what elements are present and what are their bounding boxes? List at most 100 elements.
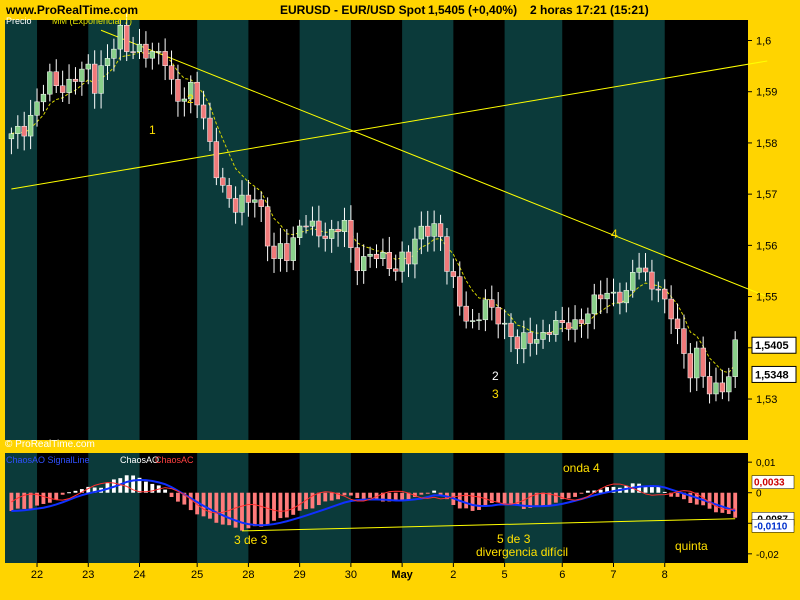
- candle-body: [437, 223, 444, 237]
- oscillator-bar: [579, 492, 584, 494]
- osc-label-5de3: 5 de 3: [497, 532, 531, 546]
- date-tick-label: 6: [559, 569, 565, 581]
- oscillator-bar: [406, 492, 411, 501]
- candle-body: [143, 43, 149, 59]
- candle-body: [674, 318, 681, 329]
- oscillator-bar: [509, 492, 513, 505]
- candle-body: [610, 291, 617, 294]
- candle-body: [213, 141, 220, 179]
- oscillator-bar: [553, 492, 558, 503]
- oscillator-bar: [9, 492, 14, 512]
- oscillator-bar: [54, 492, 59, 500]
- header-instrument: EURUSD - EUR/USD Spot: [280, 3, 426, 17]
- price-tick-label: 1,55: [756, 292, 777, 304]
- candle-body: [412, 238, 418, 265]
- candle-body: [335, 228, 341, 232]
- candle-body: [194, 81, 200, 106]
- oscillator-bar: [220, 492, 225, 525]
- oscillator-bar: [240, 492, 244, 531]
- price-band: [613, 20, 665, 440]
- candle-body: [495, 307, 501, 325]
- candle-body: [303, 225, 309, 228]
- legend-precio: Precio: [6, 16, 32, 26]
- oscillator-bar: [393, 492, 398, 501]
- candle-body: [226, 185, 232, 199]
- candle-body: [373, 253, 380, 259]
- osc-tick-label: 0: [756, 489, 762, 500]
- oscillator-bar: [470, 492, 475, 511]
- oscillator-bar: [688, 492, 693, 503]
- oscillator-bar: [355, 492, 360, 499]
- candle-body: [399, 251, 405, 272]
- candle-body: [597, 294, 604, 300]
- candle-body: [623, 290, 629, 304]
- osc-tick-label: 0,01: [756, 458, 776, 469]
- oscillator-bar: [323, 492, 328, 502]
- candle-body: [431, 223, 437, 237]
- oscillator-bar: [585, 490, 590, 493]
- candle-body: [662, 288, 668, 300]
- wave-label-2b: 2: [492, 369, 499, 383]
- oscillator-bar: [675, 492, 680, 497]
- oscillator-bar: [682, 492, 686, 500]
- indicator-legend-signal: ChaosAO SignalLine: [6, 455, 90, 465]
- candle-body: [111, 48, 117, 59]
- date-tick-label: 23: [82, 569, 94, 581]
- oscillator-bar: [310, 492, 315, 509]
- oscillator-bar: [592, 490, 597, 493]
- copyright: © ProRealTime.com: [5, 439, 95, 450]
- price-tag-label: 1,5348: [755, 369, 789, 381]
- oscillator-bar: [182, 492, 187, 505]
- candle-body: [277, 243, 284, 259]
- candle-body: [565, 322, 572, 330]
- price-tick-label: 1,6: [756, 35, 771, 47]
- wave-label-4: 4: [611, 227, 618, 241]
- oscillator-bar: [297, 492, 302, 511]
- oscillator-bar: [419, 492, 424, 495]
- oscillator-bar: [291, 492, 296, 515]
- candle-body: [706, 376, 713, 395]
- oscillator-bar: [79, 489, 84, 493]
- oscillator-bar: [272, 492, 276, 521]
- candle-body: [405, 251, 412, 265]
- oscillator-bar: [60, 492, 65, 495]
- candle-body: [687, 353, 694, 379]
- oscillator-bar: [573, 492, 577, 497]
- candle-body: [604, 292, 610, 300]
- price-trendlines: [11, 29, 768, 298]
- oscillator-bar: [496, 492, 501, 503]
- date-tick-label: 8: [662, 569, 668, 581]
- candle-body: [463, 305, 469, 322]
- date-tick-label: 7: [610, 569, 616, 581]
- date-tick-label: 28: [242, 569, 254, 581]
- candle-body: [469, 320, 476, 322]
- oscillator-bar: [131, 475, 136, 493]
- oscillator-bar: [598, 489, 603, 493]
- candle-body: [591, 294, 597, 315]
- candle-body: [719, 382, 726, 393]
- oscillator-bar: [233, 492, 238, 528]
- candle-body: [726, 376, 732, 393]
- oscillator-bar: [124, 475, 129, 493]
- trendline-down: [100, 29, 768, 298]
- candle-body: [476, 319, 482, 322]
- indicator-legend-ao: ChaosAO: [120, 455, 159, 465]
- oscillator-bar: [400, 492, 405, 501]
- candle-body: [508, 322, 514, 337]
- oscillator-bar: [720, 492, 725, 513]
- candle-body: [232, 198, 239, 213]
- candle-body: [642, 267, 649, 273]
- oscillator-bar: [195, 492, 200, 515]
- candle-body: [700, 347, 706, 377]
- candle-body: [578, 319, 585, 324]
- date-tick-label: 24: [133, 569, 145, 581]
- price-tick-label: 1,57: [756, 189, 777, 201]
- oscillator-bar: [227, 492, 232, 526]
- oscillator-bar: [214, 492, 219, 523]
- osc-tag-label: -0,0110: [754, 521, 788, 532]
- oscillator-bar: [361, 492, 366, 499]
- oscillator-bar: [413, 492, 417, 497]
- oscillator-bar: [662, 491, 667, 493]
- candle-body: [296, 225, 303, 238]
- oscillator-bar: [137, 477, 142, 493]
